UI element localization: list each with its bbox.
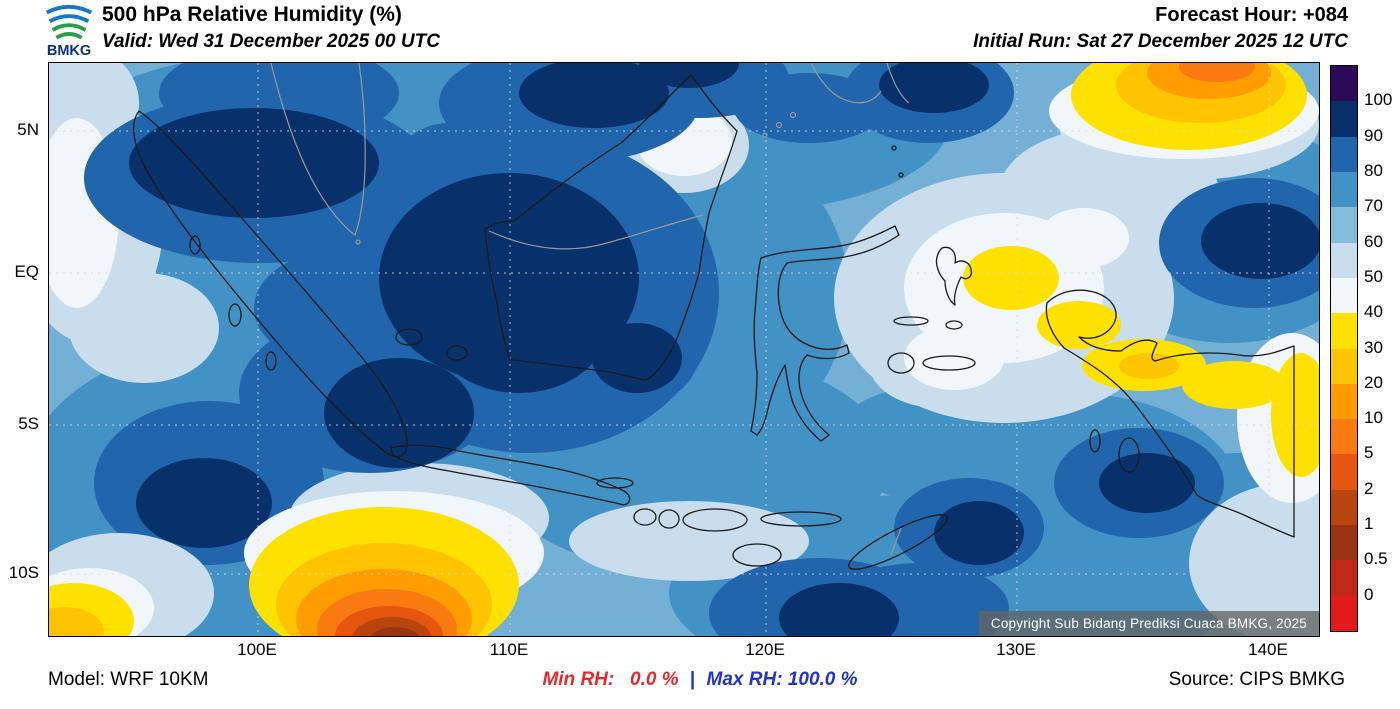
coastlines xyxy=(133,74,1295,570)
bmkg-logo-text: BMKG xyxy=(47,43,91,59)
legend-tick-label: 5 xyxy=(1364,443,1374,462)
legend-color-swatch xyxy=(1331,171,1357,208)
legend-color-swatch xyxy=(1331,419,1357,455)
legend-color-swatch xyxy=(1331,525,1357,561)
legend-tick-label: 0.5 xyxy=(1364,549,1388,568)
initial-run-label: Initial Run: Sat 27 December 2025 12 UTC xyxy=(973,31,1348,52)
field-rh90-100 xyxy=(129,63,1319,636)
legend-tick-label: 40 xyxy=(1364,302,1383,321)
lat-tick-label: 5S xyxy=(18,414,39,433)
legend-tick-label: 100 xyxy=(1364,90,1393,109)
max-rh-label: Max RH: 100.0 % xyxy=(706,669,858,690)
legend-tick-label: 0 xyxy=(1364,585,1374,604)
legend-tick-label: 30 xyxy=(1364,338,1383,357)
legend-color-swatch xyxy=(1331,383,1357,420)
rh-minmax-label: Min RH: 0.0 % | Max RH: 100.0 % xyxy=(0,669,1400,691)
lat-tick-label: 10S xyxy=(8,563,39,582)
gridlines xyxy=(49,63,1319,636)
lon-tick-label: 110E xyxy=(489,640,529,659)
latitude-axis: 5N EQ 5S 10S xyxy=(0,62,42,635)
valid-time-label: Valid: Wed 31 December 2025 00 UTC xyxy=(102,31,440,52)
legend-color-swatch xyxy=(1331,207,1357,243)
legend-colorbar xyxy=(1330,65,1358,632)
map-copyright: Copyright Sub Bidang Prediksi Cuaca BMKG… xyxy=(978,611,1319,636)
humidity-field-svg xyxy=(49,63,1319,636)
source-label: Source: CIPS BMKG xyxy=(1168,669,1345,690)
bmkg-logo: BMKG xyxy=(40,1,98,61)
field-rh-low-core xyxy=(335,606,443,636)
legend-color-swatch xyxy=(1331,313,1357,349)
legend-color-swatch xyxy=(1331,454,1357,490)
legend-color-swatch xyxy=(1331,595,1357,631)
legend-color-swatch xyxy=(1331,277,1357,314)
legend-color-swatch xyxy=(1331,66,1357,102)
forecast-hour-label: Forecast Hour: +084 xyxy=(1155,4,1348,26)
legend-tick-label: 50 xyxy=(1364,267,1383,286)
lat-tick-label: 5N xyxy=(17,120,39,139)
longitude-axis: 100E 110E 120E 130E 140E xyxy=(48,640,1318,662)
legend-color-swatch xyxy=(1331,242,1357,278)
lon-tick-label: 100E xyxy=(237,640,277,659)
humidity-map: Copyright Sub Bidang Prediksi Cuaca BMKG… xyxy=(48,62,1320,637)
legend-tick-label: 10 xyxy=(1364,408,1383,427)
legend-color-swatch xyxy=(1331,136,1357,172)
lon-tick-label: 140E xyxy=(1248,640,1288,659)
legend-color-swatch xyxy=(1331,560,1357,596)
legend-labels: 100 90 80 70 60 50 40 30 20 10 5 2 1 0.5… xyxy=(1364,65,1400,630)
legend-tick-label: 2 xyxy=(1364,479,1374,498)
foreign-borders xyxy=(270,63,910,556)
legend-tick-label: 90 xyxy=(1364,126,1383,145)
legend-tick-label: 80 xyxy=(1364,161,1383,180)
bmkg-logo-graphic: BMKG xyxy=(45,4,93,59)
lat-tick-label: EQ xyxy=(14,262,39,281)
legend-color-swatch xyxy=(1331,489,1357,526)
lon-tick-label: 130E xyxy=(996,640,1036,659)
legend-color-swatch xyxy=(1331,101,1357,137)
page-title: 500 hPa Relative Humidity (%) xyxy=(102,3,402,26)
legend-tick-label: 20 xyxy=(1364,373,1383,392)
lon-tick-label: 120E xyxy=(745,640,785,659)
minmax-divider: | xyxy=(689,669,696,690)
legend-tick-label: 1 xyxy=(1364,514,1374,533)
legend-tick-label: 60 xyxy=(1364,232,1383,251)
model-label: Model: WRF 10KM xyxy=(48,669,209,690)
min-rh-label: Min RH: 0.0 % xyxy=(542,669,679,690)
legend-color-swatch xyxy=(1331,348,1357,384)
legend-tick-label: 70 xyxy=(1364,196,1383,215)
